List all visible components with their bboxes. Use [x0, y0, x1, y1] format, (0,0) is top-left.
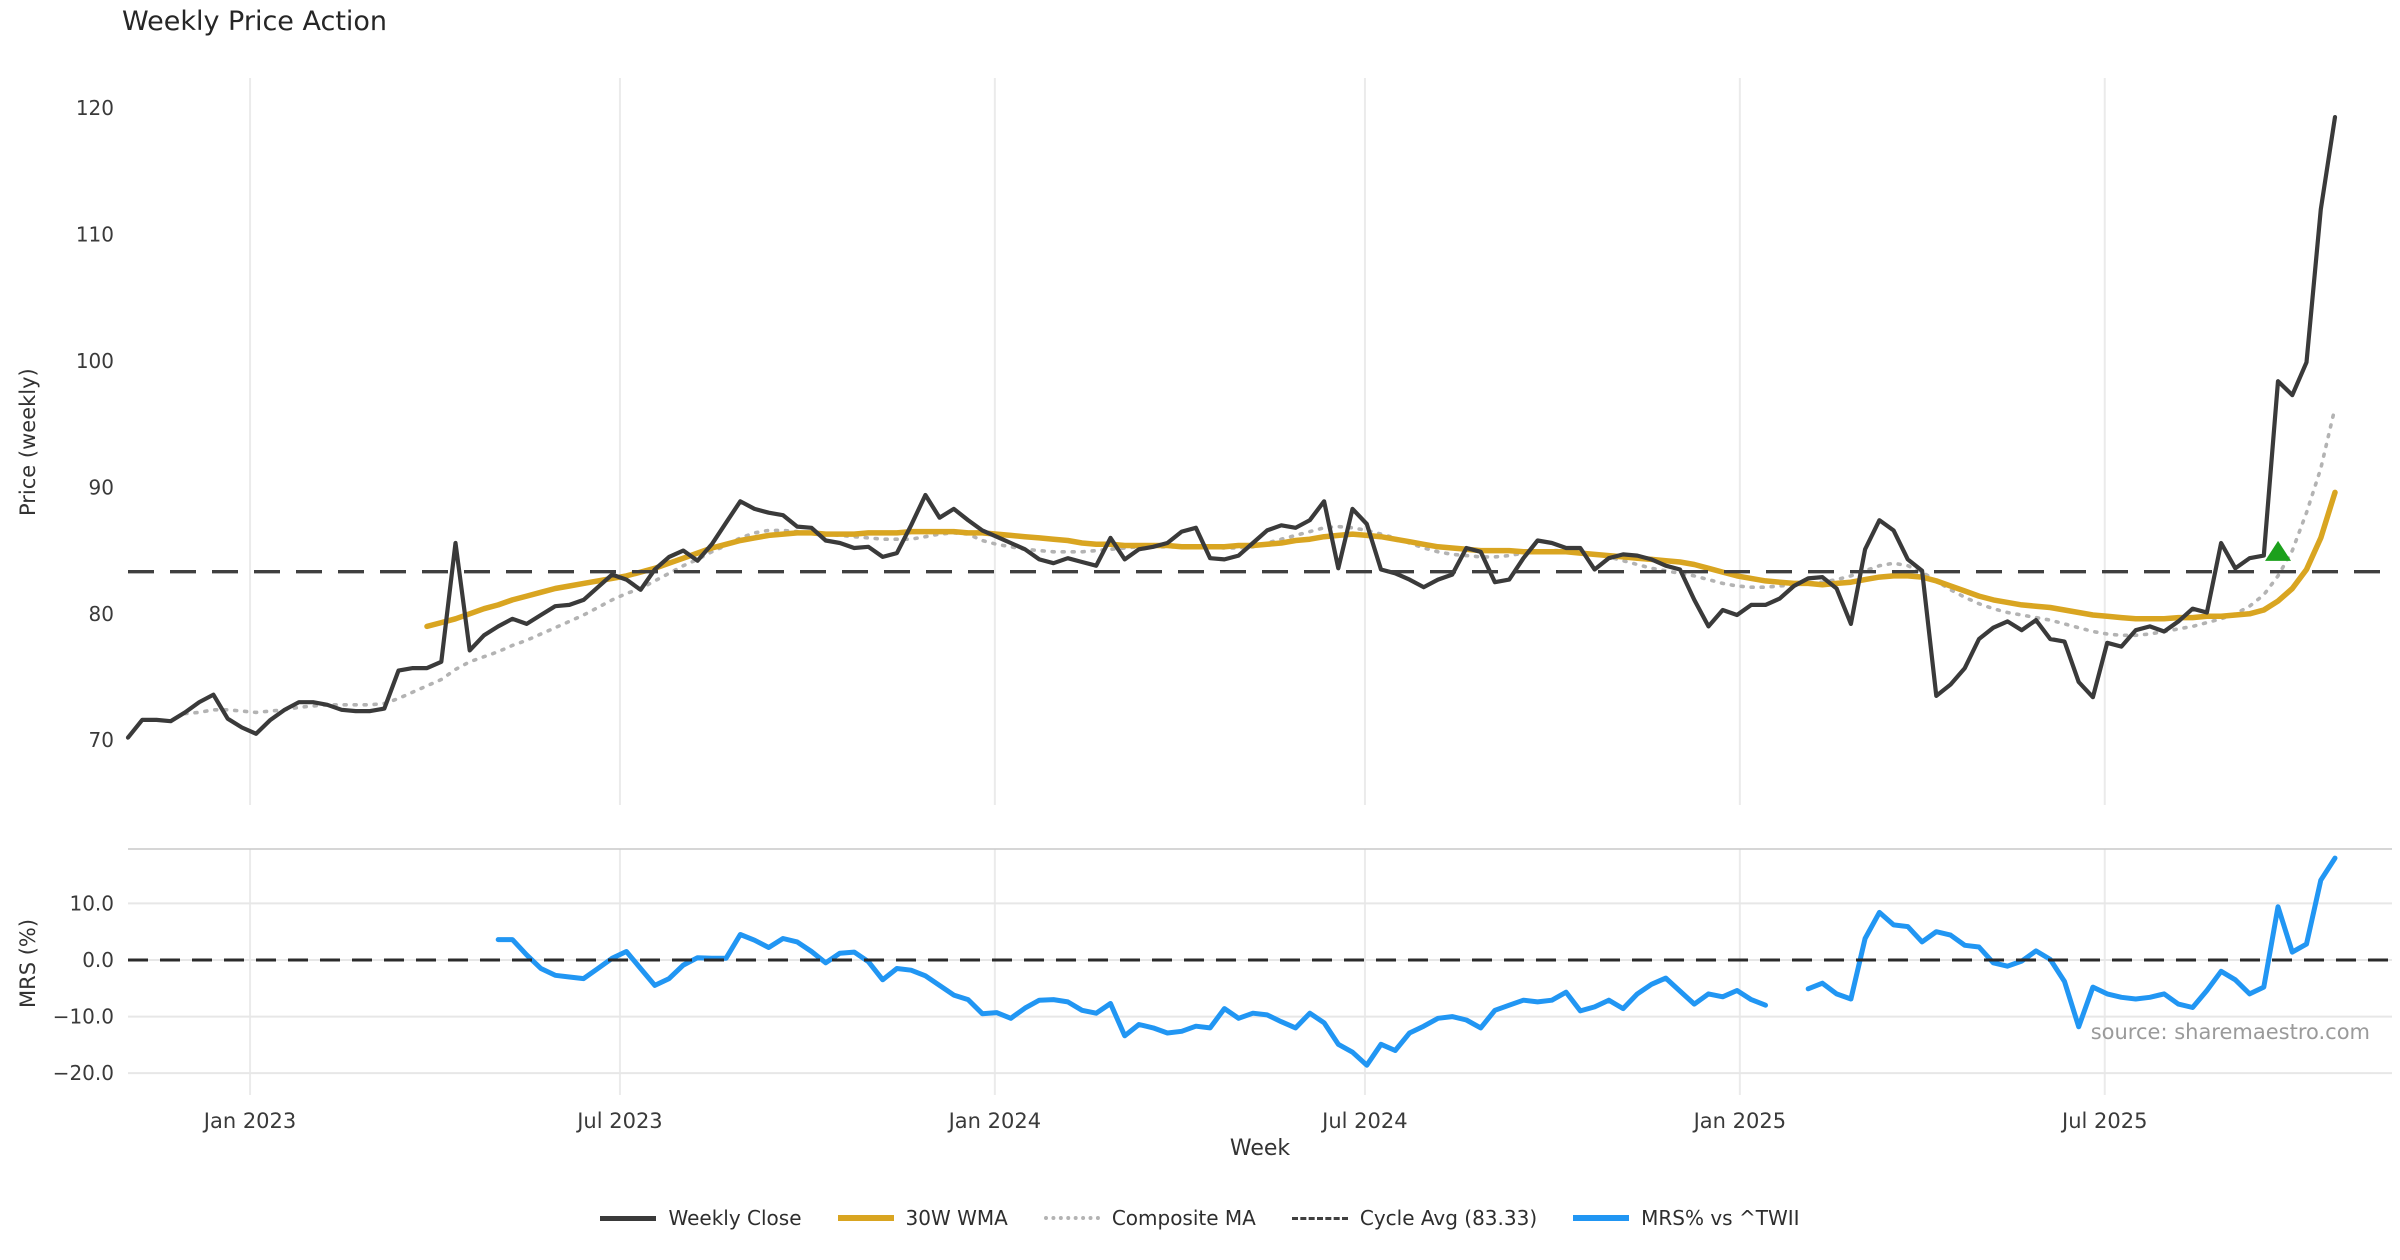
legend-label: Composite MA — [1111, 1206, 1256, 1230]
source-attribution: source: sharemaestro.com — [2090, 1020, 2370, 1044]
cycle-avg-line-sample-icon — [1291, 1216, 1348, 1220]
x-tick-label: Jul 2024 — [1320, 1109, 1407, 1133]
legend-item-weekly-close: Weekly Close — [600, 1206, 802, 1230]
legend-item-composite-ma: Composite MA — [1043, 1206, 1256, 1230]
weekly-close-line-sample-icon — [600, 1215, 657, 1221]
y-tick-label: 100 — [76, 349, 114, 373]
buy-signal-triangle-marker — [2265, 540, 2292, 561]
x-tick-label: Jan 2024 — [947, 1109, 1042, 1133]
x-tick-label: Jul 2025 — [2060, 1109, 2147, 1133]
mrs-vs-twii-line — [495, 932, 1768, 1068]
x-tick-label: Jul 2023 — [575, 1109, 662, 1133]
y-tick-label: 90 — [89, 475, 114, 499]
price-axis-label: Price (weekly) — [16, 368, 40, 516]
legend-item-30w-wma: 30W WMA — [837, 1206, 1008, 1230]
legend-label: Cycle Avg (83.33) — [1359, 1206, 1538, 1230]
mrs-line-sample-icon — [1573, 1215, 1630, 1221]
y-tick-label: 0.0 — [82, 948, 114, 972]
chart-legend: Weekly Close 30W WMA Composite MA Cycle … — [0, 1206, 2400, 1230]
legend-item-cycle-avg: Cycle Avg (83.33) — [1291, 1206, 1538, 1230]
composite-ma-line-sample-icon — [1043, 1216, 1100, 1220]
composite-ma-line — [183, 405, 2337, 716]
x-tick-label: Jan 2023 — [202, 1109, 297, 1133]
legend-label: 30W WMA — [905, 1206, 1008, 1230]
y-tick-label: −10.0 — [53, 1005, 114, 1029]
x-tick-label: Jan 2025 — [1692, 1109, 1787, 1133]
legend-item-mrs: MRS% vs ^TWII — [1573, 1206, 1800, 1230]
mrs-vs-twii-line — [1805, 855, 2338, 1030]
weekly-close-line — [125, 114, 2338, 740]
legend-label: MRS% vs ^TWII — [1641, 1206, 1800, 1230]
legend-label: Weekly Close — [668, 1206, 802, 1230]
week-axis-label: Week — [1229, 1136, 1291, 1161]
page-title: Weekly Price Action — [122, 6, 388, 37]
y-tick-label: 110 — [76, 223, 114, 247]
y-tick-label: −20.0 — [53, 1061, 114, 1085]
y-tick-label: 120 — [76, 96, 114, 120]
mrs-axis-label: MRS (%) — [16, 918, 40, 1008]
y-tick-label: 70 — [89, 728, 114, 752]
wma-line-sample-icon — [837, 1215, 894, 1221]
30w-wma-line — [424, 489, 2338, 630]
y-tick-label: 80 — [89, 602, 114, 626]
y-tick-label: 10.0 — [69, 891, 114, 915]
